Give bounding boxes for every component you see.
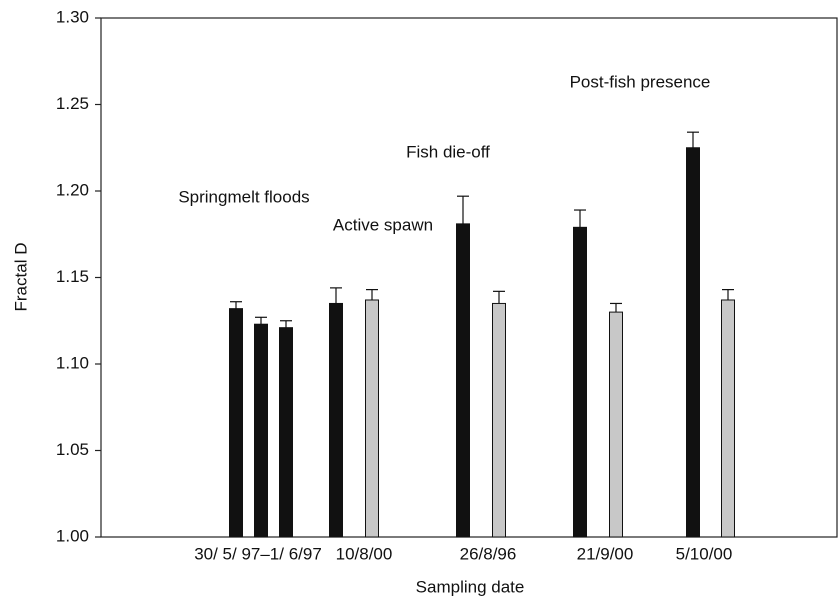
y-tick-label: 1.25 [56, 94, 89, 113]
x-tick-label: 30/ 5/ 97–1/ 6/97 [194, 544, 322, 563]
y-tick-label: 1.05 [56, 440, 89, 459]
y-tick-label: 1.15 [56, 267, 89, 286]
bar [456, 223, 470, 538]
x-tick-label: 21/9/00 [577, 544, 634, 563]
x-axis-label: Sampling date [416, 577, 525, 596]
bar [329, 302, 343, 538]
annotation: Springmelt floods [178, 187, 309, 206]
x-tick-label: 5/10/00 [676, 544, 733, 563]
bar [365, 299, 379, 538]
annotation: Fish die-off [406, 142, 490, 161]
bar [573, 226, 587, 538]
bar [254, 323, 268, 538]
y-tick-label: 1.10 [56, 353, 89, 372]
y-axis-label: Fractal D [11, 243, 30, 312]
x-tick-label: 10/8/00 [336, 544, 393, 563]
bar [229, 308, 243, 538]
annotation: Active spawn [333, 215, 433, 234]
x-tick-label: 26/8/96 [460, 544, 517, 563]
y-tick-label: 1.20 [56, 180, 89, 199]
bar [609, 311, 623, 538]
bar [721, 299, 735, 538]
y-tick-label: 1.30 [56, 7, 89, 26]
bar [686, 147, 700, 538]
y-tick-label: 1.00 [56, 526, 89, 545]
annotation: Post-fish presence [570, 72, 711, 91]
bar [279, 327, 293, 538]
bar [492, 302, 506, 538]
